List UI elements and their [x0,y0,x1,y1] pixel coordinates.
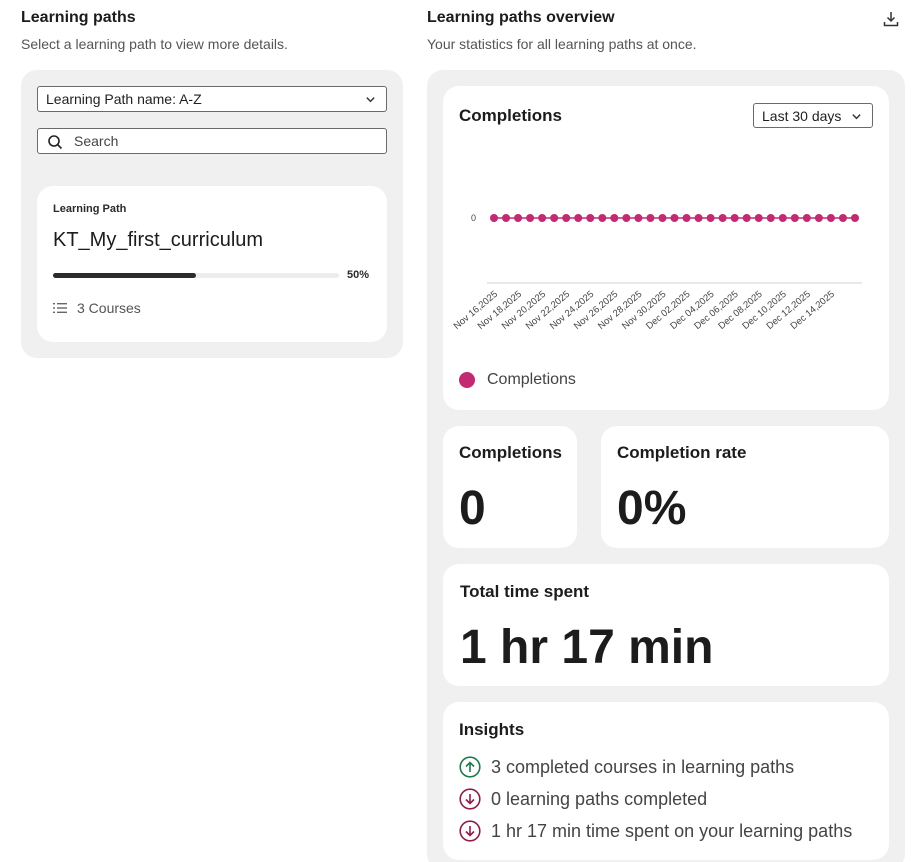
progress-bar-fill [53,273,196,278]
data-point[interactable] [742,214,751,222]
data-point[interactable] [826,214,835,222]
chevron-down-icon [852,114,861,120]
data-point[interactable] [538,214,547,222]
legend-label: Completions [487,371,576,388]
learning-paths-panel: Learning Path name: A-Z Learning Path KT… [21,70,403,358]
insight-text: 0 learning paths completed [491,788,708,809]
data-point[interactable] [706,214,715,222]
insight-text: 3 completed courses in learning paths [491,756,795,777]
data-point[interactable] [646,214,655,222]
data-point[interactable] [754,214,763,222]
data-point[interactable] [586,214,595,222]
learning-paths-subtitle: Select a learning path to view more deta… [21,36,288,52]
data-point[interactable] [514,214,523,222]
learning-paths-title: Learning paths [21,9,136,26]
data-point[interactable] [814,214,823,222]
arrow-down-circle-icon [459,788,481,810]
data-point[interactable] [502,214,511,222]
completions-count-title: Completions [459,443,562,462]
overview-panel: Completions Last 30 days 0 Nov 16,2025 Nov… [427,70,905,862]
data-point[interactable] [550,214,559,222]
insights-card: Insights 3 completed courses in learning… [443,702,889,860]
overview-column: Learning paths overview Your statistics … [427,0,905,862]
sort-select[interactable]: Learning Path name: A-Z [37,86,387,112]
insight-item: 3 completed courses in learning paths [459,756,794,778]
data-point[interactable] [598,214,607,222]
data-point[interactable] [526,214,535,222]
search-icon [48,135,63,150]
insight-item: 1 hr 17 min time spent on your learning … [459,820,852,842]
completion-rate-title: Completion rate [617,443,747,462]
arrow-up-circle-icon [459,756,481,778]
data-point[interactable] [682,214,691,222]
download-icon[interactable] [883,11,899,27]
completions-count-card: Completions 0 [443,426,577,548]
progress-bar [53,273,339,278]
data-point[interactable] [670,214,679,222]
time-spent-title: Total time spent [460,582,590,601]
search-input[interactable] [74,133,386,149]
data-point[interactable] [766,214,775,222]
data-point[interactable] [790,214,799,222]
list-icon [53,303,67,313]
data-point[interactable] [730,214,739,222]
insight-text: 1 hr 17 min time spent on your learning … [491,820,853,841]
chevron-down-icon [366,97,375,103]
overview-title: Learning paths overview [427,9,615,26]
data-point[interactable] [622,214,631,222]
data-point[interactable] [658,214,667,222]
learning-path-card[interactable]: Learning Path KT_My_first_curriculum 50%… [37,186,387,342]
data-point[interactable] [610,214,619,222]
data-point[interactable] [574,214,583,222]
progress-percent: 50% [347,269,370,281]
data-point[interactable] [634,214,643,222]
courses-count-label: 3 Courses [77,300,141,316]
completion-rate-value: 0% [617,482,687,535]
data-point[interactable] [802,214,811,222]
overview-subtitle: Your statistics for all learning paths a… [427,36,697,52]
insights-title: Insights [459,720,525,739]
courses-count: 3 Courses [53,300,141,316]
data-point[interactable] [490,214,498,222]
chart-legend: Completions [459,371,576,389]
completions-card: Completions Last 30 days 0 Nov 16,2025 Nov… [443,86,889,410]
data-point[interactable] [778,214,787,222]
learning-path-name: KT_My_first_curriculum [53,229,264,251]
learning-path-eyebrow: Learning Path [53,203,127,215]
learning-paths-column: Learning paths Select a learning path to… [21,0,403,358]
completion-rate-card: Completion rate 0% [601,426,889,548]
data-point[interactable] [694,214,703,222]
completions-count-value: 0 [459,482,486,535]
data-point[interactable] [562,214,571,222]
date-range-select[interactable]: Last 30 days [753,103,873,128]
legend-swatch [459,372,475,388]
completions-title: Completions [459,106,562,125]
search-box[interactable] [37,128,387,154]
data-point[interactable] [718,214,727,222]
insight-item: 0 learning paths completed [459,788,707,810]
data-point[interactable] [838,214,847,222]
y-tick-label: 0 [471,213,476,223]
sort-select-value: Learning Path name: A-Z [46,91,202,107]
arrow-down-circle-icon [459,820,481,842]
time-spent-value: 1 hr 17 min [460,621,714,674]
time-spent-card: Total time spent 1 hr 17 min [443,564,889,686]
data-point[interactable] [851,214,859,222]
date-range-value: Last 30 days [762,107,842,124]
